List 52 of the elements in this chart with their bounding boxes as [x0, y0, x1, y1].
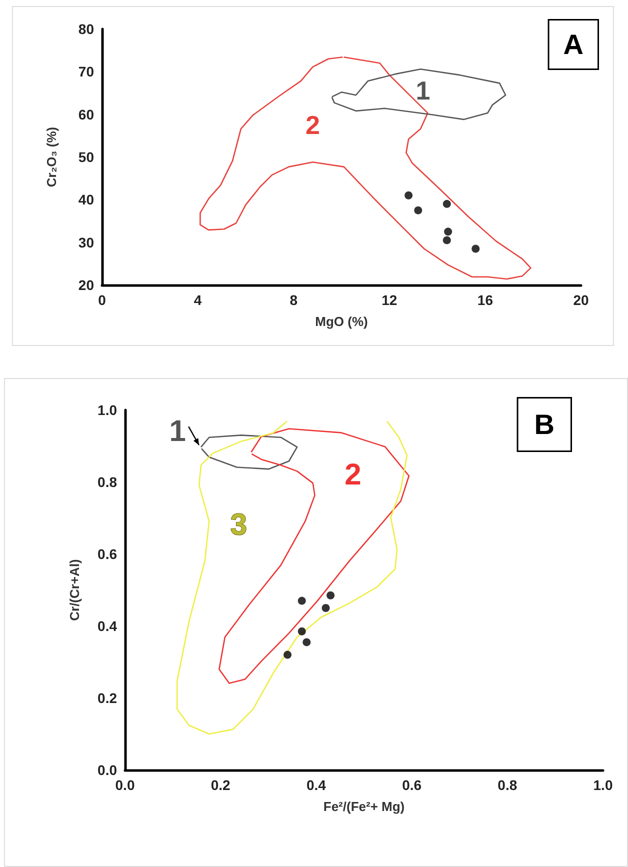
y-tick-label: 0.0 — [98, 762, 118, 778]
annotation: 1 — [416, 75, 430, 106]
y-tick-label: 50 — [78, 149, 94, 165]
line-series — [200, 56, 532, 280]
point — [472, 244, 480, 253]
point — [298, 627, 306, 636]
y-tick-label: 0.2 — [98, 690, 118, 706]
annotation: A — [563, 29, 584, 60]
x-tick-label: 12 — [382, 292, 398, 308]
x-tick-label: 1.0 — [593, 777, 613, 793]
x-tick-label: 0.6 — [402, 777, 422, 793]
line-series — [331, 68, 506, 120]
annotation: 1 — [169, 415, 186, 448]
x-tick-label: 0.0 — [115, 777, 135, 793]
y-tick-label: 40 — [78, 192, 94, 208]
point — [326, 591, 335, 600]
point — [442, 200, 451, 208]
y-tick-label: 0.8 — [98, 474, 118, 490]
annotation: B — [534, 409, 555, 440]
y-axis-title: Cr₂O₃ (%) — [44, 126, 59, 188]
line-series — [200, 434, 298, 470]
x-axis-title: Fe²/(Fe²+ Mg) — [323, 799, 405, 814]
x-tick-label: 16 — [477, 292, 494, 308]
y-tick-label: 1.0 — [98, 402, 118, 418]
y-tick-label: 30 — [78, 234, 94, 250]
x-tick-label: 0.2 — [210, 777, 231, 793]
line-series — [218, 428, 410, 684]
y-tick-label: 80 — [78, 21, 94, 37]
x-tick-label: 20 — [573, 292, 589, 308]
point — [404, 191, 413, 200]
x-tick-label: 0.8 — [498, 777, 518, 793]
y-tick-label: 70 — [78, 64, 94, 80]
x-axis-title: MgO (%) — [315, 314, 368, 329]
x-tick-label: 0.4 — [306, 777, 326, 793]
point — [322, 604, 330, 612]
x-tick-label: 0 — [98, 292, 106, 308]
y-tick-label: 0.4 — [98, 618, 118, 634]
x-tick-label: 4 — [194, 292, 202, 308]
y-axis-title: Cr/(Cr+Al) — [67, 559, 82, 621]
annotation: 2 — [344, 458, 362, 492]
point — [298, 596, 306, 605]
point — [442, 236, 451, 244]
y-tick-label: 20 — [78, 277, 94, 293]
annotation: 2 — [306, 110, 320, 140]
point — [414, 206, 422, 214]
x-tick-label: 8 — [290, 292, 298, 308]
point — [302, 638, 311, 646]
point — [284, 650, 292, 659]
point — [444, 228, 452, 236]
annotation: 3 — [230, 508, 248, 542]
y-tick-label: 60 — [78, 106, 94, 122]
y-tick-label: 0.6 — [98, 546, 118, 562]
